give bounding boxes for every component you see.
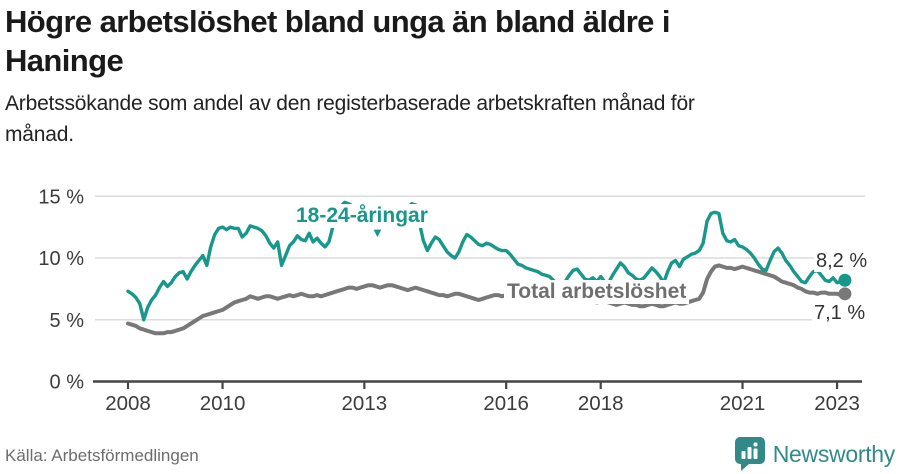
x-axis-tick-label: 2008 [105,392,151,415]
newsworthy-logo-text: Newsworthy [772,440,896,467]
series-label-young: 18-24-åringar [293,204,431,228]
chart-subtitle: Arbetssökande som andel av den registerb… [5,88,897,150]
series-label-young-arrow-icon: ▼ [371,225,384,240]
newsworthy-bubble-chart-icon [734,437,765,471]
series-label-total: Total arbetslöshet [504,280,690,304]
series-end-dot-total [838,287,852,301]
series-line-young [126,200,847,322]
page-title-line2: Haninge [5,43,124,78]
y-axis-tick-label: 5 % [50,310,85,332]
y-axis-tick-label: 15 % [38,186,84,208]
newsworthy-logo[interactable]: Newsworthy [734,436,895,472]
chart-subtitle-line1: Arbetssökande som andel av den registerb… [5,92,695,115]
x-axis-tick-label: 2016 [483,392,529,415]
chart-header: Högre arbetslöshet bland unga än bland ä… [5,2,897,150]
series-line-total [126,263,847,336]
y-axis-tick-label: 0 % [50,372,85,394]
page-title-line1: Högre arbetslöshet bland unga än bland ä… [5,4,670,39]
end-value-label-total: 7,1 % [812,302,868,324]
series-end-dot-young [838,273,852,287]
x-axis-tick-label: 2023 [814,392,860,415]
page-title: Högre arbetslöshet bland unga än bland ä… [5,2,897,80]
end-value-label-young: 8,2 % [814,250,870,272]
x-axis-tick-label: 2010 [200,392,246,415]
x-axis-tick-label: 2018 [578,392,624,415]
chart-subtitle-line2: månad. [5,123,74,146]
x-axis-tick-label: 2021 [720,392,766,415]
x-axis-tick-label: 2013 [342,392,388,415]
source-note: Källa: Arbetsförmedlingen [5,446,199,465]
y-axis-tick-label: 10 % [38,248,84,270]
